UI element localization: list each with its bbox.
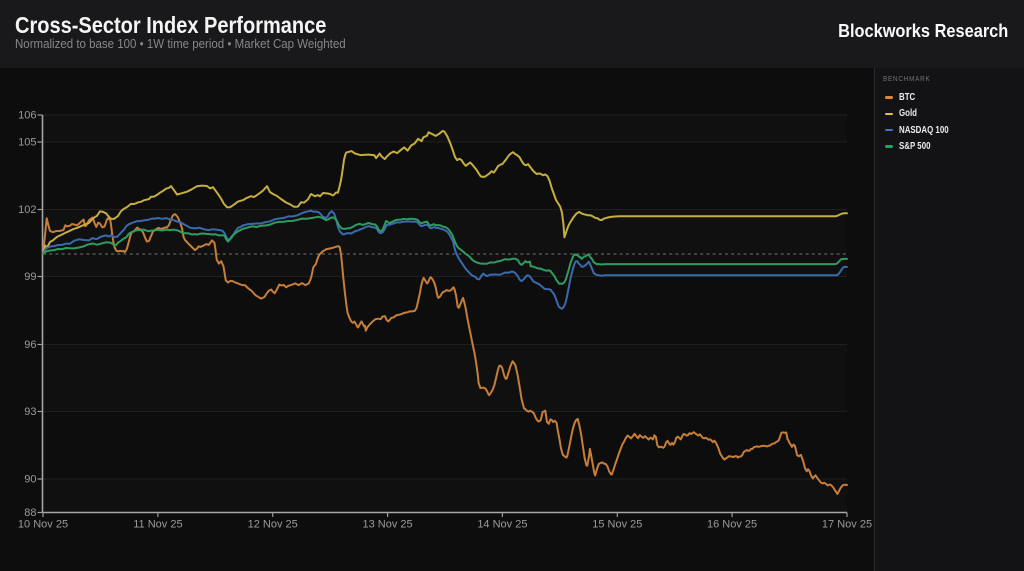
svg-text:16 Nov 25: 16 Nov 25 <box>707 519 757 531</box>
svg-text:15 Nov 25: 15 Nov 25 <box>592 519 642 531</box>
svg-text:10 Nov 25: 10 Nov 25 <box>18 519 68 531</box>
svg-text:90: 90 <box>24 474 36 486</box>
svg-text:11 Nov 25: 11 Nov 25 <box>133 519 182 531</box>
svg-text:96: 96 <box>24 339 36 351</box>
svg-text:99: 99 <box>24 271 36 283</box>
svg-text:12 Nov 25: 12 Nov 25 <box>248 519 298 531</box>
svg-text:14 Nov 25: 14 Nov 25 <box>477 519 527 531</box>
svg-text:93: 93 <box>24 406 36 418</box>
svg-text:106: 106 <box>18 110 36 122</box>
svg-text:13 Nov 25: 13 Nov 25 <box>363 519 413 531</box>
svg-text:88: 88 <box>24 507 36 519</box>
svg-text:102: 102 <box>18 204 36 216</box>
svg-text:17 Nov 25: 17 Nov 25 <box>822 519 872 531</box>
svg-text:105: 105 <box>18 137 36 149</box>
